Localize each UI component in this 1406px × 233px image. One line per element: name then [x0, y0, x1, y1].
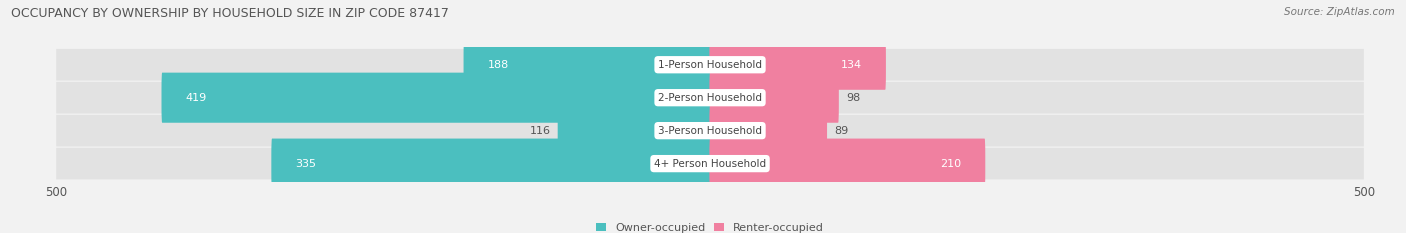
Text: 116: 116 — [530, 126, 551, 136]
Legend: Owner-occupied, Renter-occupied: Owner-occupied, Renter-occupied — [596, 223, 824, 233]
Text: 98: 98 — [846, 93, 860, 103]
Text: 4+ Person Household: 4+ Person Household — [654, 159, 766, 169]
FancyBboxPatch shape — [271, 139, 710, 189]
Text: 335: 335 — [295, 159, 316, 169]
FancyBboxPatch shape — [558, 106, 710, 156]
Text: Source: ZipAtlas.com: Source: ZipAtlas.com — [1284, 7, 1395, 17]
Text: 419: 419 — [186, 93, 207, 103]
FancyBboxPatch shape — [56, 115, 1364, 147]
FancyBboxPatch shape — [710, 106, 827, 156]
FancyBboxPatch shape — [56, 82, 1364, 113]
FancyBboxPatch shape — [56, 148, 1364, 179]
Text: 1-Person Household: 1-Person Household — [658, 60, 762, 70]
FancyBboxPatch shape — [56, 49, 1364, 81]
Text: 210: 210 — [941, 159, 962, 169]
Text: 2-Person Household: 2-Person Household — [658, 93, 762, 103]
FancyBboxPatch shape — [464, 40, 710, 90]
FancyBboxPatch shape — [710, 40, 886, 90]
Text: 3-Person Household: 3-Person Household — [658, 126, 762, 136]
Text: OCCUPANCY BY OWNERSHIP BY HOUSEHOLD SIZE IN ZIP CODE 87417: OCCUPANCY BY OWNERSHIP BY HOUSEHOLD SIZE… — [11, 7, 449, 20]
FancyBboxPatch shape — [162, 73, 710, 123]
Text: 134: 134 — [841, 60, 862, 70]
FancyBboxPatch shape — [710, 73, 839, 123]
Text: 89: 89 — [834, 126, 848, 136]
FancyBboxPatch shape — [710, 139, 986, 189]
Text: 188: 188 — [488, 60, 509, 70]
